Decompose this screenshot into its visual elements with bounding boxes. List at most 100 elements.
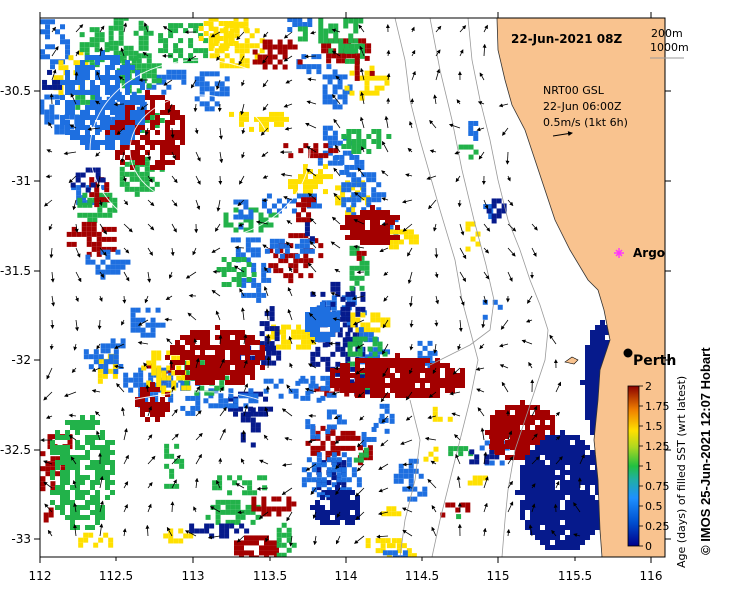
sst-pixel	[525, 465, 530, 470]
sst-pixel	[104, 182, 110, 188]
sst-pixel	[151, 78, 157, 84]
sst-pixel	[102, 212, 108, 218]
sst-pixel	[230, 380, 235, 385]
sst-pixel	[525, 435, 530, 440]
sst-pixel	[277, 59, 283, 65]
sst-pixel	[250, 417, 256, 423]
sst-pixel	[235, 350, 240, 355]
sst-pixel	[67, 439, 73, 445]
current-vector	[483, 502, 488, 513]
sst-pixel	[520, 440, 525, 445]
sst-pixel	[115, 85, 120, 90]
sst-pixel	[545, 540, 550, 545]
sst-pixel	[525, 525, 530, 530]
sst-pixel	[175, 135, 180, 140]
sst-pixel	[335, 368, 340, 373]
current-vector	[187, 55, 197, 62]
sst-pixel	[215, 365, 220, 370]
sst-pixel	[214, 385, 220, 391]
sst-pixel	[241, 257, 247, 263]
sst-pixel	[330, 440, 336, 446]
sst-pixel	[238, 21, 244, 27]
sst-pixel	[361, 431, 367, 437]
sst-pixel	[110, 60, 115, 65]
sst-pixel	[160, 145, 165, 150]
sst-pixel	[123, 18, 129, 21]
sst-pixel	[235, 355, 240, 360]
sst-pixel	[301, 467, 307, 473]
sst-pixel	[575, 535, 580, 540]
sst-pixel	[80, 415, 85, 420]
sst-pixel	[150, 412, 155, 417]
sst-pixel	[252, 490, 258, 496]
sst-pixel	[85, 105, 90, 110]
sst-pixel	[308, 148, 314, 154]
current-vector	[211, 247, 221, 253]
current-vector	[239, 175, 245, 185]
sst-pixel	[385, 373, 390, 378]
sst-pixel	[355, 373, 360, 378]
sst-pixel	[150, 165, 155, 170]
current-vector	[435, 25, 442, 33]
sst-pixel	[170, 365, 175, 370]
sst-pixel	[146, 83, 152, 89]
current-vector	[281, 408, 293, 417]
sst-pixel	[555, 540, 560, 545]
sst-pixel	[259, 38, 265, 44]
sst-pixel	[370, 317, 376, 323]
sst-pixel	[140, 160, 145, 165]
sst-pixel	[349, 70, 355, 76]
sst-pixel	[268, 550, 274, 556]
sst-pixel	[65, 435, 70, 440]
sst-pixel	[316, 472, 322, 478]
sst-pixel	[505, 425, 510, 430]
sst-pixel	[336, 477, 342, 483]
sst-pixel	[302, 22, 308, 28]
sst-pixel	[344, 169, 350, 175]
current-vector	[528, 361, 533, 369]
sst-pixel	[565, 455, 570, 460]
sst-pixel	[359, 95, 365, 101]
current-vector	[531, 503, 536, 513]
sst-pixel	[311, 193, 317, 199]
sst-pixel	[475, 241, 481, 247]
sst-pixel	[113, 349, 119, 355]
sst-pixel	[133, 30, 139, 36]
sst-pixel	[310, 380, 316, 386]
sst-pixel	[390, 543, 396, 549]
sst-pixel	[590, 330, 595, 335]
sst-pixel	[360, 220, 365, 225]
sst-pixel	[330, 332, 335, 337]
sst-pixel	[55, 505, 60, 510]
sst-pixel	[590, 350, 595, 355]
sst-pixel	[530, 530, 535, 535]
sst-pixel	[410, 358, 415, 363]
current-vector	[401, 507, 413, 513]
sst-pixel	[332, 84, 338, 90]
sst-pixel	[550, 430, 555, 435]
sst-pixel	[490, 415, 495, 420]
sst-pixel	[515, 410, 520, 415]
sst-pixel	[330, 322, 335, 327]
sst-pixel	[595, 505, 600, 510]
current-vector	[216, 55, 221, 61]
sst-pixel	[525, 415, 530, 420]
sst-pixel	[86, 226, 92, 232]
current-vector	[479, 72, 485, 81]
sst-pixel	[278, 258, 284, 264]
sst-pixel	[175, 360, 180, 365]
current-vector	[164, 317, 173, 322]
sst-pixel	[181, 79, 187, 85]
current-vector	[48, 121, 53, 129]
sst-pixel	[150, 402, 155, 407]
sst-pixel	[335, 286, 341, 292]
current-vector	[147, 481, 153, 489]
sst-pixel	[515, 435, 520, 440]
sst-pixel	[134, 166, 140, 172]
sst-pixel	[535, 415, 540, 420]
sst-pixel	[560, 460, 565, 465]
sst-pixel	[345, 356, 351, 362]
sst-pixel	[224, 91, 230, 97]
sst-pixel	[25, 49, 30, 54]
current-vector	[500, 319, 509, 330]
